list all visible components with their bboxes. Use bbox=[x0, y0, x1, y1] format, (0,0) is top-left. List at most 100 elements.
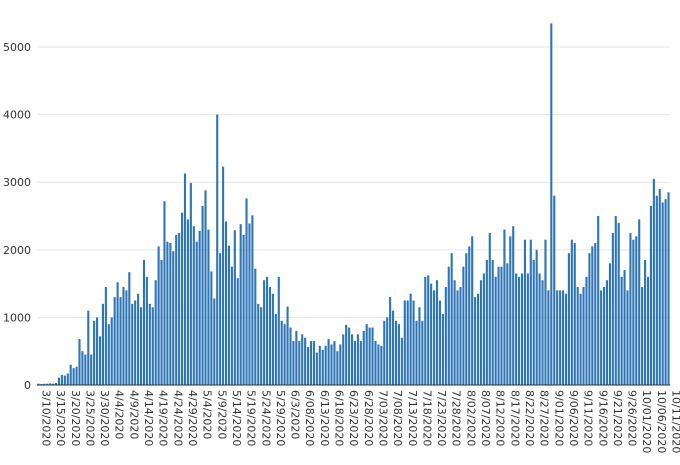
bar[interactable] bbox=[623, 270, 626, 385]
bar[interactable] bbox=[101, 303, 104, 385]
bar[interactable] bbox=[350, 334, 354, 385]
bar[interactable] bbox=[271, 293, 274, 385]
bar[interactable] bbox=[119, 297, 122, 385]
bar[interactable] bbox=[137, 293, 140, 385]
bar[interactable] bbox=[52, 383, 55, 385]
bar[interactable] bbox=[570, 239, 573, 385]
bar[interactable] bbox=[84, 354, 87, 385]
bar[interactable] bbox=[248, 223, 251, 385]
bar[interactable] bbox=[57, 377, 61, 385]
bar[interactable] bbox=[564, 293, 568, 385]
bar[interactable] bbox=[608, 263, 611, 385]
bar[interactable] bbox=[412, 300, 415, 385]
bar[interactable] bbox=[397, 324, 400, 385]
bar[interactable] bbox=[561, 290, 565, 385]
bar[interactable] bbox=[330, 344, 333, 385]
bar[interactable] bbox=[365, 324, 368, 385]
bar[interactable] bbox=[192, 226, 195, 385]
bar[interactable] bbox=[667, 192, 670, 385]
bar[interactable] bbox=[233, 230, 236, 385]
bar[interactable] bbox=[641, 286, 644, 385]
bar[interactable] bbox=[90, 354, 93, 385]
bar[interactable] bbox=[430, 283, 433, 385]
bar[interactable] bbox=[304, 337, 307, 385]
bar[interactable] bbox=[195, 241, 198, 385]
bar[interactable] bbox=[459, 286, 462, 385]
bar[interactable] bbox=[585, 276, 588, 385]
bar[interactable] bbox=[526, 273, 529, 385]
bar[interactable] bbox=[295, 330, 298, 385]
bar[interactable] bbox=[154, 280, 157, 385]
bar[interactable] bbox=[93, 320, 96, 385]
bar[interactable] bbox=[556, 290, 559, 385]
bar[interactable] bbox=[166, 241, 169, 385]
bar[interactable] bbox=[594, 243, 597, 385]
bar[interactable] bbox=[488, 232, 491, 385]
bar[interactable] bbox=[46, 383, 49, 385]
bar[interactable] bbox=[178, 232, 181, 385]
bar[interactable] bbox=[348, 327, 351, 385]
bar[interactable] bbox=[257, 303, 260, 385]
bar[interactable] bbox=[169, 243, 172, 385]
bar[interactable] bbox=[471, 236, 474, 385]
bar[interactable] bbox=[371, 327, 374, 385]
bar[interactable] bbox=[389, 297, 392, 385]
bar[interactable] bbox=[456, 290, 459, 385]
bar[interactable] bbox=[509, 236, 512, 385]
bar[interactable] bbox=[251, 215, 254, 385]
bar[interactable] bbox=[617, 222, 620, 385]
bar[interactable] bbox=[139, 307, 143, 385]
bar[interactable] bbox=[96, 317, 99, 385]
bar[interactable] bbox=[336, 351, 339, 385]
bar[interactable] bbox=[175, 234, 178, 385]
bar[interactable] bbox=[307, 347, 310, 385]
bar[interactable] bbox=[222, 166, 225, 385]
bar[interactable] bbox=[309, 341, 313, 385]
bar[interactable] bbox=[254, 268, 257, 385]
bar[interactable] bbox=[582, 286, 585, 385]
bar[interactable] bbox=[383, 320, 386, 385]
bar[interactable] bbox=[345, 324, 348, 385]
bar[interactable] bbox=[512, 226, 515, 385]
bar[interactable] bbox=[148, 303, 151, 385]
bar[interactable] bbox=[210, 271, 213, 385]
bar[interactable] bbox=[644, 259, 647, 385]
bar[interactable] bbox=[450, 253, 453, 385]
bar[interactable] bbox=[172, 251, 175, 385]
bar[interactable] bbox=[529, 239, 532, 385]
bar[interactable] bbox=[230, 266, 233, 385]
bar[interactable] bbox=[535, 249, 538, 385]
bar[interactable] bbox=[661, 202, 664, 386]
bar[interactable] bbox=[274, 314, 277, 385]
bar[interactable] bbox=[131, 303, 134, 385]
bar[interactable] bbox=[600, 290, 603, 385]
bar[interactable] bbox=[573, 243, 576, 385]
bar[interactable] bbox=[289, 327, 292, 385]
bar[interactable] bbox=[186, 219, 189, 385]
bar[interactable] bbox=[75, 366, 78, 385]
bar[interactable] bbox=[441, 314, 444, 385]
bar[interactable] bbox=[491, 259, 494, 385]
bar[interactable] bbox=[283, 324, 286, 385]
bar[interactable] bbox=[374, 341, 377, 385]
bar[interactable] bbox=[550, 23, 553, 385]
bar[interactable] bbox=[664, 199, 667, 385]
bar[interactable] bbox=[476, 293, 480, 385]
bar[interactable] bbox=[403, 300, 406, 385]
bar[interactable] bbox=[362, 330, 365, 385]
bar[interactable] bbox=[503, 229, 506, 385]
bar[interactable] bbox=[116, 282, 119, 385]
bar[interactable] bbox=[567, 253, 570, 385]
bar[interactable] bbox=[611, 232, 614, 385]
bar[interactable] bbox=[113, 297, 116, 385]
bar[interactable] bbox=[406, 300, 409, 385]
bar[interactable] bbox=[544, 239, 547, 385]
bar[interactable] bbox=[635, 236, 638, 385]
bar[interactable] bbox=[433, 290, 436, 385]
bar[interactable] bbox=[107, 324, 110, 385]
bar[interactable] bbox=[128, 272, 131, 385]
bar[interactable] bbox=[268, 286, 272, 385]
bar[interactable] bbox=[145, 276, 148, 385]
bar[interactable] bbox=[333, 341, 336, 385]
bar[interactable] bbox=[515, 273, 518, 385]
